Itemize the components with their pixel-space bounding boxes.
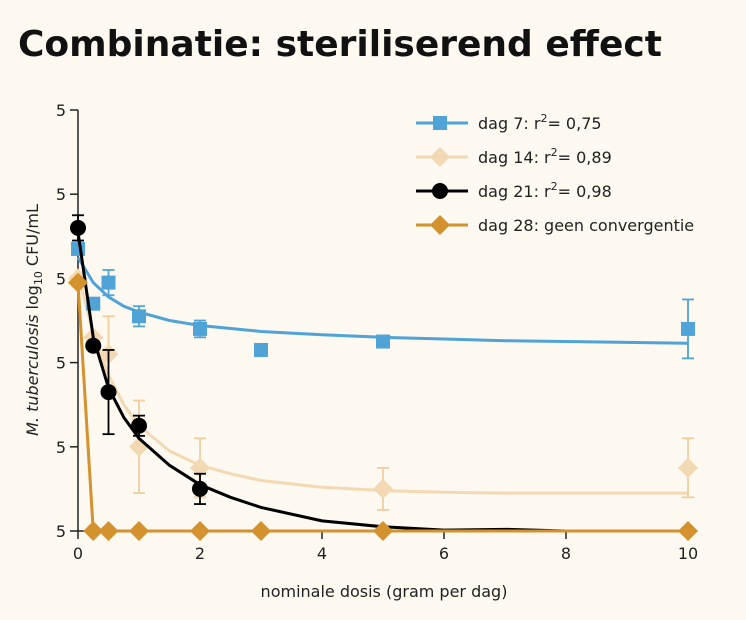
x-tick-label: 0 [73,544,83,563]
data-point [132,309,146,324]
y-axis-title: M. tuberculosis log10 CFU/mL [23,204,45,436]
legend-marker [430,147,450,167]
fit-line [76,256,689,345]
data-point [251,521,271,541]
x-axis-title: nominale dosis (gram per dag) [261,582,508,601]
legend-entry: dag 28: geen convergentie [416,215,694,235]
data-point [373,521,393,541]
data-point [70,219,86,236]
legend-label: dag 14: r2= 0,89 [478,146,612,167]
data-point [681,321,695,336]
data-point [71,241,85,256]
x-tick-label: 2 [195,544,205,563]
legend-label: dag 28: geen convergentie [478,216,694,235]
legend-marker [430,215,450,235]
data-point [254,342,268,357]
y-tick-label: 5 [56,269,66,288]
legend-entry: dag 7: r2= 0,75 [416,112,602,133]
fit-line [76,273,688,495]
data-point [678,457,698,478]
data-point [83,521,104,541]
data-point [100,384,117,401]
data-point [131,417,147,434]
y-tick-label: 5 [56,354,66,373]
legend-entry: dag 14: r2= 0,89 [416,146,612,167]
legend: dag 7: r2= 0,75 dag 14: r2= 0,89 dag 21: r… [416,112,694,235]
legend-label: dag 21: r2= 0,98 [478,180,612,201]
y-tick-label: 5 [56,522,66,541]
data-point [376,334,390,349]
series-1 [68,268,698,511]
data-point [193,321,207,336]
y-axis-title-main: log [23,285,42,314]
y-axis-title-sub: 10 [32,271,45,285]
legend-label: dag 7: r2= 0,75 [478,112,602,133]
series-0 [71,241,695,360]
legend-marker [432,183,448,199]
x-tick-label: 10 [678,544,698,563]
data-point [98,521,119,541]
data-point [129,521,149,541]
series-layer [68,214,698,541]
data-point [373,478,393,499]
data-point [192,480,208,497]
x-tick-label: 6 [439,544,449,563]
y-tick-label: 5 [56,101,66,120]
series-3 [68,272,698,541]
y-axis-title-tail: CFU/mL [23,204,42,271]
y-tick-label: 5 [56,185,66,204]
x-tick-label: 8 [561,544,571,563]
legend-entry: dag 21: r2= 0,98 [416,180,612,201]
data-point [678,521,698,541]
data-point [101,275,116,290]
data-point [85,337,102,354]
y-axis-title-italic: M. tuberculosis [23,315,42,436]
legend-marker [433,116,447,130]
data-point [190,521,210,541]
chart-title: Combinatie: steriliserend effect [18,24,662,65]
x-tick-label: 4 [317,544,327,563]
y-tick-label: 5 [56,438,66,457]
data-point [68,272,88,293]
